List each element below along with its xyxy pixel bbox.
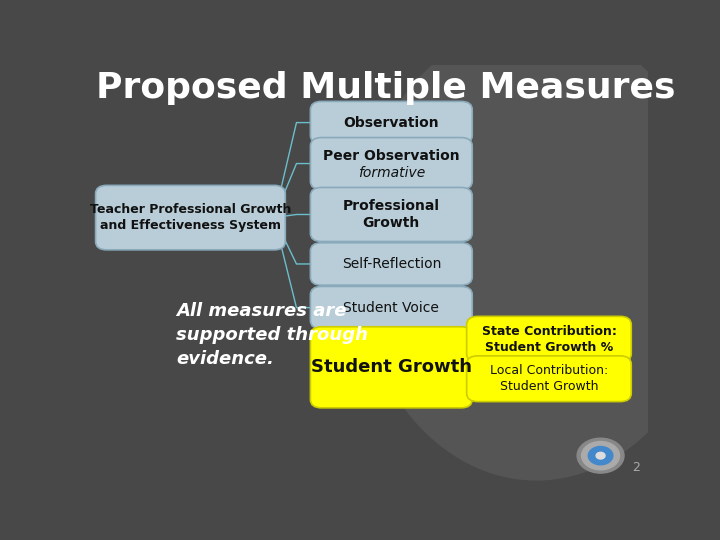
Text: Local Contribution:
Student Growth: Local Contribution: Student Growth xyxy=(490,364,608,393)
Text: Peer Observation: Peer Observation xyxy=(323,149,459,163)
FancyBboxPatch shape xyxy=(467,356,631,402)
FancyBboxPatch shape xyxy=(96,185,285,250)
Text: formative: formative xyxy=(358,166,425,180)
Circle shape xyxy=(577,438,624,473)
Circle shape xyxy=(588,447,613,465)
FancyBboxPatch shape xyxy=(310,327,472,408)
Text: State Contribution:
Student Growth %: State Contribution: Student Growth % xyxy=(482,325,616,354)
Text: Student Growth: Student Growth xyxy=(311,359,472,376)
Circle shape xyxy=(596,453,605,459)
Text: Observation: Observation xyxy=(343,116,439,130)
FancyBboxPatch shape xyxy=(310,138,472,190)
FancyBboxPatch shape xyxy=(310,102,472,144)
Text: Teacher Professional Growth
and Effectiveness System: Teacher Professional Growth and Effectiv… xyxy=(90,203,291,232)
Text: All measures are
supported through
evidence.: All measures are supported through evide… xyxy=(176,302,369,368)
FancyBboxPatch shape xyxy=(310,243,472,285)
FancyBboxPatch shape xyxy=(310,187,472,241)
Text: 2: 2 xyxy=(631,461,639,474)
FancyBboxPatch shape xyxy=(310,286,472,329)
Text: Proposed Multiple Measures: Proposed Multiple Measures xyxy=(96,71,675,105)
Circle shape xyxy=(582,442,619,470)
Text: Student Voice: Student Voice xyxy=(343,301,439,315)
Ellipse shape xyxy=(355,23,718,481)
Text: Self-Reflection: Self-Reflection xyxy=(341,257,441,271)
Text: Professional
Growth: Professional Growth xyxy=(343,199,440,230)
FancyBboxPatch shape xyxy=(467,316,631,362)
